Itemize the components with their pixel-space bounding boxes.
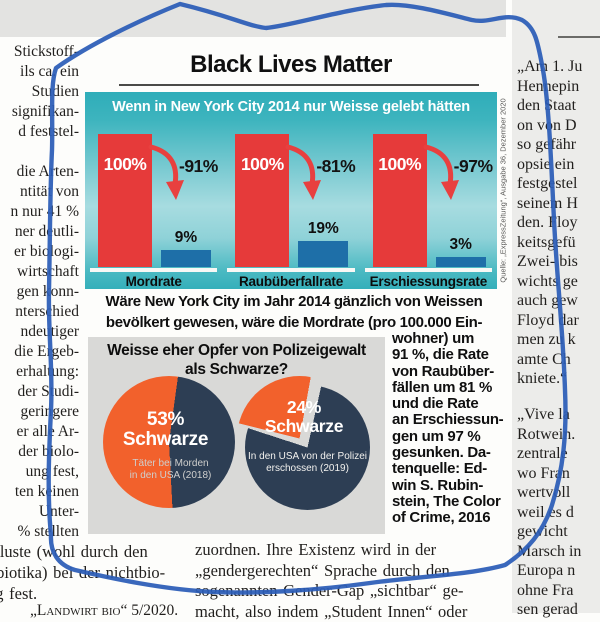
reduced-rate-value: 19%	[307, 220, 339, 237]
change-value: -81%	[316, 156, 356, 176]
scan-top-band	[0, 0, 506, 37]
chart-caption-continuation: wohner) um 91 %, die Rate von Raubüber- …	[392, 330, 504, 527]
bar-chart-headline: Wenn in New York City 2014 nur Weisse ge…	[112, 99, 470, 115]
bar-group-erschiessungsrate: 100% -97% 3% Erschiessungsrate	[360, 92, 497, 289]
pie-panel-title: Weisse eher Opfer von Polizeigewalt als …	[107, 342, 366, 378]
reduced-rate-value: 9%	[174, 229, 198, 246]
newspaper-right-column-paragraph-2: „Vive la Rotwein. zentrale wo Fran wertv…	[517, 406, 582, 618]
pie-caption: In den USA von der Polizei erschossen (2…	[248, 451, 367, 474]
chart-caption-intro: Wäre New York City im Jahr 2014 gänzlich…	[105, 293, 483, 331]
reduced-rate-bar	[161, 250, 211, 267]
bar-chart-panel: 100% -91% 9% Mordrate 100% -81% 19% Raub…	[85, 92, 497, 289]
pie-caption: Täter bei Morden in den USA (2018)	[129, 458, 212, 481]
reduced-rate-bar	[298, 241, 349, 267]
bar-group-mordrate: 100% -91% 9% Mordrate	[85, 92, 222, 289]
pie-exploded-slice	[237, 376, 362, 501]
category-label: Raubüberfallrate	[238, 274, 344, 289]
newspaper-right-column-paragraph-1: „Am 1. Ju Hennepin den Staat on von D so…	[517, 58, 583, 387]
article-title: Black Lives Matter	[190, 51, 392, 78]
newspaper-left-column: Stickstoff- ils ca. ein Studien signifik…	[10, 43, 79, 540]
reduced-rate-value: 3%	[449, 236, 472, 253]
change-value: -91%	[179, 156, 218, 176]
section-divider-line	[558, 36, 600, 38]
category-label: Erschiessungsrate	[369, 274, 488, 289]
chart-baseline	[227, 267, 355, 272]
bar-group-raububerfallrate: 100% -81% 19% Raubüberfallrate	[222, 92, 359, 289]
chart-source-credit: Quelle: „ExpressZeitung“, Ausgabe 36, De…	[498, 98, 508, 283]
change-value: -97%	[453, 156, 493, 176]
chart-baseline	[90, 267, 218, 272]
pie-slice-value-label: 53% Schwarze	[122, 409, 209, 450]
chart-baseline	[364, 267, 492, 272]
reduced-rate-bar	[435, 257, 486, 267]
pie-slice-value-label: 24% Schwarze	[264, 397, 344, 436]
bar-chart-groups: 100% -91% 9% Mordrate 100% -81% 19% Raub…	[85, 92, 497, 289]
pie-chart-panel: Weisse eher Opfer von Polizeigewalt als …	[88, 337, 385, 534]
title-underline	[119, 84, 479, 86]
newspaper-middle-bottom-paragraph: zuordnen. Ihre Existenz wird in der „gen…	[195, 540, 468, 621]
category-label: Mordrate	[125, 274, 182, 289]
newspaper-left-bottom-paragraph: erluste (wohl durch den tibiotika) bei d…	[0, 542, 166, 603]
